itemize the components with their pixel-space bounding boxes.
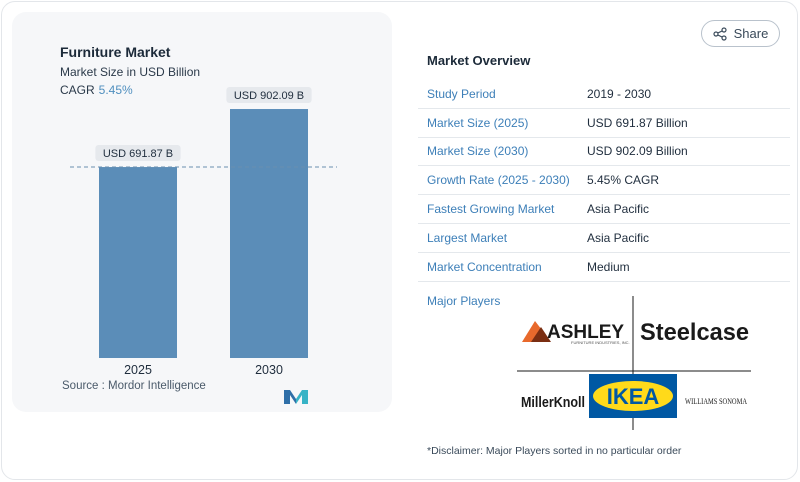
- chart-title: Furniture Market: [60, 44, 171, 60]
- ikea-logo-text: IKEA: [607, 384, 660, 409]
- major-players-title: Major Players: [427, 294, 501, 308]
- x-tick-label: 2025: [124, 363, 152, 377]
- overview-label: Market Concentration: [427, 259, 542, 274]
- ashley-logo-subtext: FURNITURE INDUSTRIES, INC.: [571, 340, 630, 345]
- overview-value: USD 902.09 Billion: [587, 144, 688, 159]
- overview-value: 5.45% CAGR: [587, 173, 660, 188]
- cagr-line: CAGR 5.45%: [60, 83, 133, 97]
- overview-label: Market Size (2025): [427, 115, 529, 130]
- share-button[interactable]: Share: [701, 20, 780, 47]
- market-overview-table: Study Period 2019 - 2030 Market Size (202…: [418, 80, 790, 282]
- overview-value: 2019 - 2030: [587, 86, 652, 101]
- overview-row: Market Size (2025) USD 691.87 Billion: [418, 109, 790, 138]
- overview-row: Growth Rate (2025 - 2030) 5.45% CAGR: [418, 166, 790, 196]
- overview-label: Fastest Growing Market: [427, 202, 555, 217]
- overview-row: Study Period 2019 - 2030: [418, 80, 790, 109]
- steelcase-logo: Steelcase: [640, 319, 749, 346]
- overview-label: Growth Rate (2025 - 2030): [427, 173, 570, 188]
- disclaimer: *Disclaimer: Major Players sorted in no …: [427, 445, 682, 457]
- ashley-logo-text: ASHLEY: [547, 322, 624, 343]
- overview-value: Asia Pacific: [587, 202, 650, 217]
- overview-value: Medium: [587, 259, 630, 274]
- ashley-logo: ASHLEY FURNITURE INDUSTRIES, INC.: [522, 321, 630, 345]
- millerknoll-logo: MillerKnoll: [521, 394, 585, 411]
- overview-row: Market Concentration Medium: [418, 253, 790, 282]
- x-tick-label: 2030: [255, 363, 283, 377]
- bar-2030: [230, 109, 308, 358]
- overview-label: Market Size (2030): [427, 144, 529, 159]
- overview-label: Study Period: [427, 86, 496, 101]
- overview-row: Fastest Growing Market Asia Pacific: [418, 195, 790, 224]
- overview-row: Market Size (2030) USD 902.09 Billion: [418, 138, 790, 167]
- bar-chart: USD 691.87 B 2025 USD 902.09 B 2030: [70, 87, 337, 377]
- bar-2025: [99, 167, 177, 358]
- overview-label: Largest Market: [427, 230, 508, 245]
- data-label: USD 902.09 B: [234, 90, 304, 102]
- overview-value: Asia Pacific: [587, 230, 650, 245]
- overview-row: Largest Market Asia Pacific: [418, 224, 790, 253]
- market-overview-title: Market Overview: [427, 53, 531, 68]
- cagr-label: CAGR: [60, 83, 95, 97]
- data-label-box: [226, 87, 312, 104]
- data-label-box: [95, 145, 181, 162]
- data-label: USD 691.87 B: [103, 148, 173, 160]
- mordor-intelligence-logo: [284, 390, 308, 404]
- major-players-logos: ASHLEY FURNITURE INDUSTRIES, INC. Steelc…: [517, 296, 751, 430]
- chart-card: [12, 12, 392, 412]
- share-label: Share: [733, 26, 769, 41]
- chart-subtitle: Market Size in USD Billion: [60, 65, 201, 79]
- williams-sonoma-logo: WILLIAMS SONOMA: [685, 397, 747, 406]
- cagr-value: 5.45%: [98, 83, 133, 97]
- share-icon: [713, 26, 727, 41]
- source-text: Source : Mordor Intelligence: [62, 380, 206, 392]
- overview-value: USD 691.87 Billion: [587, 115, 688, 130]
- ikea-logo: IKEA: [589, 374, 677, 418]
